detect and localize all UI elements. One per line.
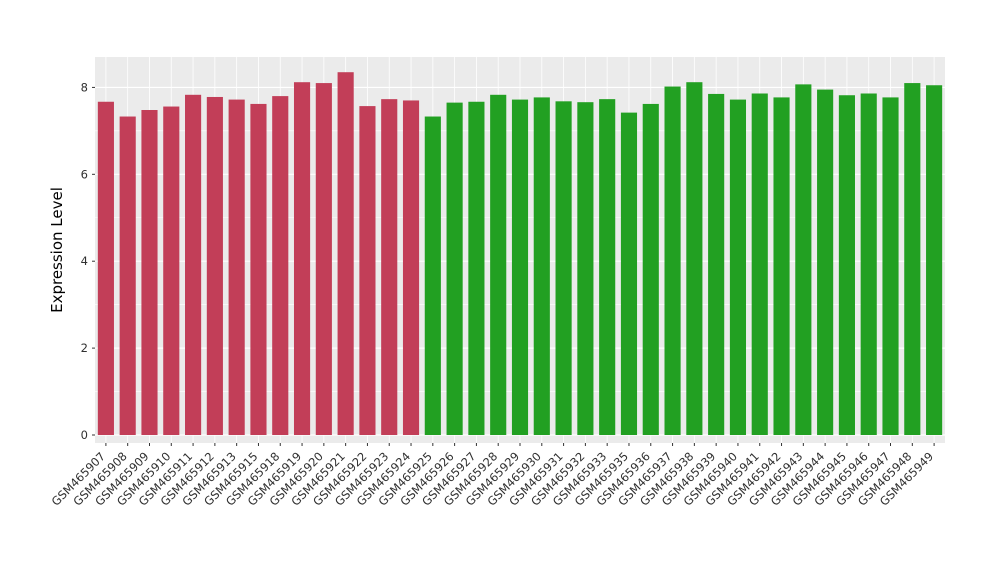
bar-GSM465924 bbox=[402, 100, 420, 435]
bar-GSM465937 bbox=[664, 86, 681, 435]
y-tick-label: 4 bbox=[81, 254, 88, 268]
bar-GSM465920 bbox=[315, 83, 332, 435]
y-tick-label: 6 bbox=[81, 167, 88, 181]
bar-GSM465912 bbox=[206, 96, 223, 435]
bar-GSM465911 bbox=[185, 94, 202, 436]
bar-GSM465919 bbox=[293, 82, 311, 435]
bar-GSM465923 bbox=[381, 99, 398, 435]
bar-GSM465926 bbox=[446, 102, 463, 435]
bar-GSM465918 bbox=[272, 96, 289, 435]
bar-GSM465938 bbox=[686, 82, 703, 435]
bar-GSM465945 bbox=[838, 95, 855, 435]
bar-GSM465930 bbox=[533, 97, 550, 436]
bar-GSM465940 bbox=[729, 99, 747, 435]
bar-GSM465947 bbox=[882, 97, 899, 436]
bar-GSM465915 bbox=[250, 103, 267, 436]
bar-GSM465922 bbox=[359, 106, 376, 435]
bar-GSM465948 bbox=[904, 83, 921, 435]
bar-GSM465910 bbox=[163, 106, 180, 435]
bar-GSM465949 bbox=[926, 85, 943, 435]
bar-GSM465943 bbox=[795, 84, 812, 436]
plot-area: 02468GSM465907GSM465908GSM465909GSM46591… bbox=[49, 57, 945, 509]
bar-GSM465941 bbox=[751, 93, 768, 435]
bar-GSM465931 bbox=[555, 101, 572, 436]
bar-GSM465942 bbox=[773, 97, 790, 436]
bar-GSM465907 bbox=[97, 101, 114, 436]
bar-GSM465932 bbox=[577, 102, 594, 435]
bar-GSM465935 bbox=[620, 112, 638, 435]
bar-GSM465946 bbox=[860, 93, 877, 435]
bar-GSM465939 bbox=[708, 93, 725, 436]
bar-GSM465925 bbox=[424, 116, 441, 435]
bar-GSM465909 bbox=[141, 110, 158, 435]
bar-GSM465921 bbox=[337, 72, 354, 435]
bar-GSM465908 bbox=[119, 116, 136, 435]
bar-GSM465928 bbox=[490, 94, 507, 436]
bar-GSM465913 bbox=[228, 99, 245, 435]
y-axis-title: Expression Level bbox=[48, 187, 66, 313]
y-tick-label: 2 bbox=[81, 341, 88, 355]
bar-GSM465927 bbox=[468, 101, 485, 436]
bar-GSM465933 bbox=[599, 99, 616, 435]
y-tick-label: 0 bbox=[81, 428, 88, 442]
bar-GSM465929 bbox=[511, 99, 529, 435]
bar-GSM465936 bbox=[642, 103, 659, 436]
bar-GSM465944 bbox=[817, 89, 834, 435]
y-tick-label: 8 bbox=[81, 80, 88, 94]
